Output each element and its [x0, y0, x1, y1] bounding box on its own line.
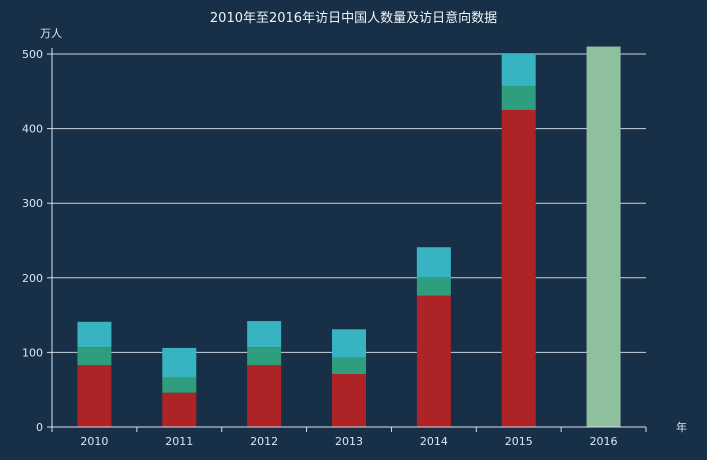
bar-segment	[586, 46, 621, 427]
bar-segment	[416, 295, 451, 427]
x-tick-label: 2016	[590, 435, 618, 448]
y-tick-label: 200	[22, 272, 43, 285]
bar-segment	[247, 365, 282, 427]
x-tick-label: 2012	[250, 435, 278, 448]
bar-segment	[77, 347, 112, 366]
x-axis-label: 年	[676, 421, 687, 434]
gridlines	[52, 53, 646, 353]
y-tick-label: 400	[22, 123, 43, 136]
y-axis-label: 万人	[40, 27, 62, 40]
chart-title: 2010年至2016年访日中国人数量及访日意向数据	[209, 11, 498, 26]
bar-segment	[332, 357, 366, 375]
bar-segment	[416, 277, 451, 296]
y-tick-label: 100	[22, 346, 43, 359]
bar-segment	[501, 109, 536, 427]
bar-segment	[162, 377, 197, 393]
x-tick-label: 2015	[505, 435, 533, 448]
bar-segment	[501, 54, 536, 87]
y-tick-label: 300	[22, 197, 43, 210]
bar-segment	[416, 247, 451, 278]
bar-segment	[247, 321, 282, 348]
bars	[77, 46, 621, 427]
y-tick-label: 0	[36, 421, 43, 434]
x-tick-label: 2014	[420, 435, 448, 448]
bar-segment	[77, 365, 112, 427]
bar-segment	[247, 347, 282, 366]
x-tick-label: 2010	[80, 435, 108, 448]
x-tick-label: 2013	[335, 435, 363, 448]
bar-segment	[77, 321, 112, 348]
bar-segment	[332, 374, 366, 427]
bar-segment	[162, 347, 197, 378]
bar-segment	[162, 392, 197, 427]
x-tick-label: 2011	[165, 435, 193, 448]
bar-segment	[501, 86, 536, 110]
axes: 0 100 200 300 400 500 2010 2011 2012 2013 2014 2015…	[22, 48, 647, 448]
y-tick-label: 500	[22, 48, 43, 61]
bar-segment	[332, 329, 366, 358]
